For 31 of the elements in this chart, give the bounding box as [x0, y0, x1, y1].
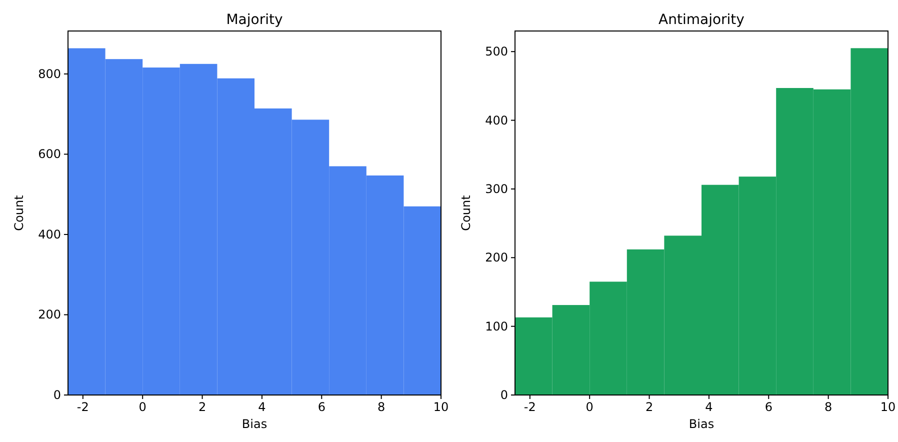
- x-tick-label: 10: [433, 400, 449, 414]
- x-tick-label: 2: [198, 400, 206, 414]
- chart-title: Antimajority: [658, 12, 744, 28]
- x-tick-label: 8: [824, 400, 832, 414]
- y-tick-label: 200: [38, 308, 61, 322]
- x-axis-title: Bias: [688, 417, 714, 431]
- y-tick-label: 600: [38, 147, 61, 162]
- x-axis-title: Bias: [242, 417, 268, 431]
- y-tick-label: 500: [485, 44, 508, 59]
- x-tick-label: -2: [524, 400, 536, 414]
- x-tick-label: 8: [378, 400, 386, 414]
- y-tick-label: 100: [485, 319, 508, 334]
- chart-title: Majority: [226, 12, 283, 28]
- x-tick-label: 0: [138, 400, 146, 414]
- x-tick-label: 4: [705, 400, 713, 414]
- x-tick-label: 2: [645, 400, 654, 414]
- x-tick-label: 0: [586, 400, 594, 414]
- y-tick-label: 0: [500, 388, 508, 402]
- y-axis-title: Count: [459, 194, 473, 231]
- y-tick-label: 200: [485, 250, 508, 265]
- y-tick-label: 400: [485, 113, 508, 128]
- y-tick-label: 800: [38, 66, 61, 81]
- x-tick-label: 6: [318, 400, 326, 414]
- x-tick-label: -2: [76, 400, 89, 414]
- y-axis-title: Count: [12, 194, 26, 231]
- y-tick-label: 0: [53, 388, 61, 402]
- x-tick-label: 6: [764, 400, 772, 414]
- y-tick-label: 300: [485, 182, 508, 196]
- x-tick-label: 4: [258, 400, 266, 414]
- x-tick-label: 10: [880, 400, 896, 414]
- y-tick-label: 400: [38, 227, 61, 242]
